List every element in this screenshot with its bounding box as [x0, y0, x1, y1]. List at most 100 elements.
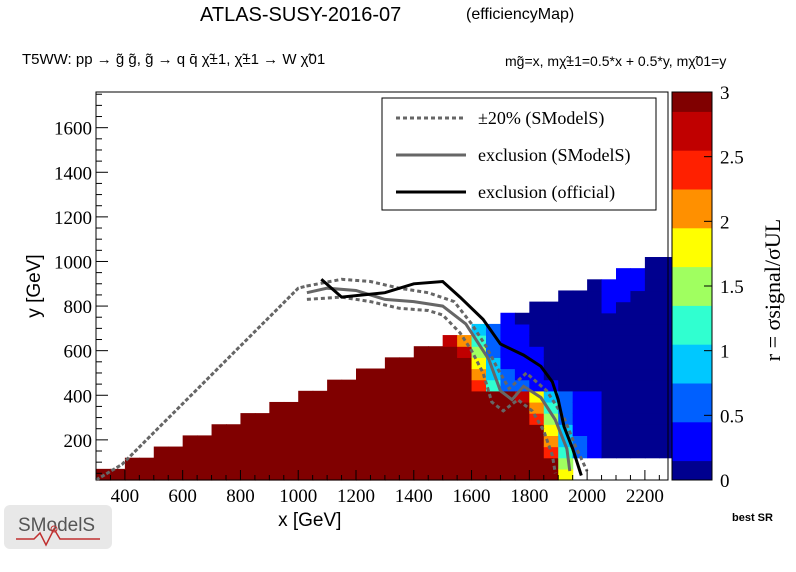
heatmap-cell [399, 379, 415, 392]
heatmap-cell [630, 323, 646, 336]
heatmap-cell [428, 446, 444, 459]
colorbar-segment [672, 260, 712, 268]
heatmap-cell [659, 379, 675, 392]
heatmap-cell [630, 379, 646, 392]
colorbar-label: r = σsignal/σUL [760, 219, 785, 361]
x-tick-label: 600 [168, 486, 197, 507]
heatmap-cell [529, 401, 545, 414]
heatmap-cell [601, 413, 617, 425]
heatmap-cell [514, 368, 530, 381]
heatmap-cell [139, 457, 155, 470]
heatmap-cell [616, 413, 632, 425]
heatmap-cell [153, 457, 169, 470]
heatmap-cell [283, 457, 299, 470]
heatmap-cell [514, 468, 530, 481]
heatmap-cell [254, 424, 270, 437]
colorbar-segment [672, 415, 712, 423]
heatmap-cell [558, 323, 574, 336]
heatmap-cell [356, 379, 372, 392]
heatmap-cell [428, 457, 444, 470]
heatmap-cell [644, 379, 660, 392]
heatmap-cell [269, 457, 285, 470]
heatmap-cell [240, 446, 256, 459]
colorbar-segment [672, 370, 712, 378]
heatmap-cell [644, 435, 660, 448]
heatmap-cell [471, 435, 487, 448]
legend-label: exclusion (official) [478, 182, 615, 203]
colorbar-segment [672, 92, 712, 99]
heatmap-cell [601, 335, 617, 347]
colorbar-segment [672, 124, 712, 132]
heatmap-cell [399, 457, 415, 470]
heatmap-cell [384, 413, 400, 425]
heatmap-cell [529, 312, 545, 325]
svg-text:SModelS: SModelS [18, 515, 95, 536]
heatmap-cell [384, 379, 400, 392]
heatmap-cell [630, 268, 646, 280]
heatmap-cell [644, 335, 660, 347]
heatmap-cell [269, 424, 285, 437]
heatmap-cell [543, 368, 559, 381]
heatmap-cell [558, 457, 574, 470]
heatmap-cell [529, 468, 545, 481]
heatmap-cell [356, 446, 372, 459]
heatmap-cell [601, 368, 617, 381]
heatmap-cell [356, 401, 372, 414]
colorbar-tick-label: 1 [720, 342, 730, 363]
heatmap-cell [529, 301, 545, 314]
heatmap-cell [356, 390, 372, 403]
heatmap-cell [471, 323, 487, 336]
heatmap-cell [514, 446, 530, 459]
heatmap-cell [659, 368, 675, 381]
heatmap-cell [486, 446, 502, 459]
heatmap-cell [413, 368, 429, 381]
heatmap-cell [442, 379, 458, 392]
heatmap-cell [587, 279, 603, 292]
heatmap-cell [312, 390, 328, 403]
heatmap-cell [616, 335, 632, 347]
heatmap-cell [630, 424, 646, 437]
heatmap-cell [500, 312, 516, 325]
heatmap-cell [428, 413, 444, 425]
heatmap-cell [558, 379, 574, 392]
heatmap-cell [341, 424, 357, 437]
heatmap-cell [457, 390, 473, 403]
heatmap-cell [486, 424, 502, 437]
heatmap-cell [659, 357, 675, 370]
heatmap-cell [543, 401, 559, 414]
heatmap-cell [630, 446, 646, 459]
heatmap-cell [428, 368, 444, 381]
x-tick-label: 1400 [395, 486, 433, 507]
heatmap-cell [572, 435, 588, 448]
heatmap-cell [486, 457, 502, 470]
colorbar-segment [672, 169, 712, 177]
heatmap-cell [226, 424, 242, 437]
heatmap-cell [514, 357, 530, 370]
heatmap-cell [514, 435, 530, 448]
heatmap-cell [211, 446, 227, 459]
heatmap-cell [327, 468, 343, 481]
heatmap-cell [616, 312, 632, 325]
plus20-contour [306, 277, 589, 472]
heatmap-cell [514, 401, 530, 414]
colorbar-segment [672, 473, 712, 481]
heatmap-cell [471, 401, 487, 414]
heatmap-cell [601, 346, 617, 358]
heatmap-cell [457, 357, 473, 370]
colorbar-segment [672, 318, 712, 326]
heatmap-cell [168, 468, 184, 481]
heatmap-cell [500, 413, 516, 425]
heatmap-cell [572, 290, 588, 303]
heatmap-cell [442, 390, 458, 403]
colorbar-segment [672, 247, 712, 255]
colorbar-segment [672, 98, 712, 106]
heatmap-cell [500, 379, 516, 392]
colorbar-segment [672, 344, 712, 352]
heatmap-cell [211, 457, 227, 470]
heatmap-cell [413, 468, 429, 481]
heatmap-cell [644, 390, 660, 403]
heatmap-cell [529, 390, 545, 403]
colorbar-segment [672, 434, 712, 442]
heatmap-cell [572, 390, 588, 403]
heatmap-cell [182, 435, 198, 448]
